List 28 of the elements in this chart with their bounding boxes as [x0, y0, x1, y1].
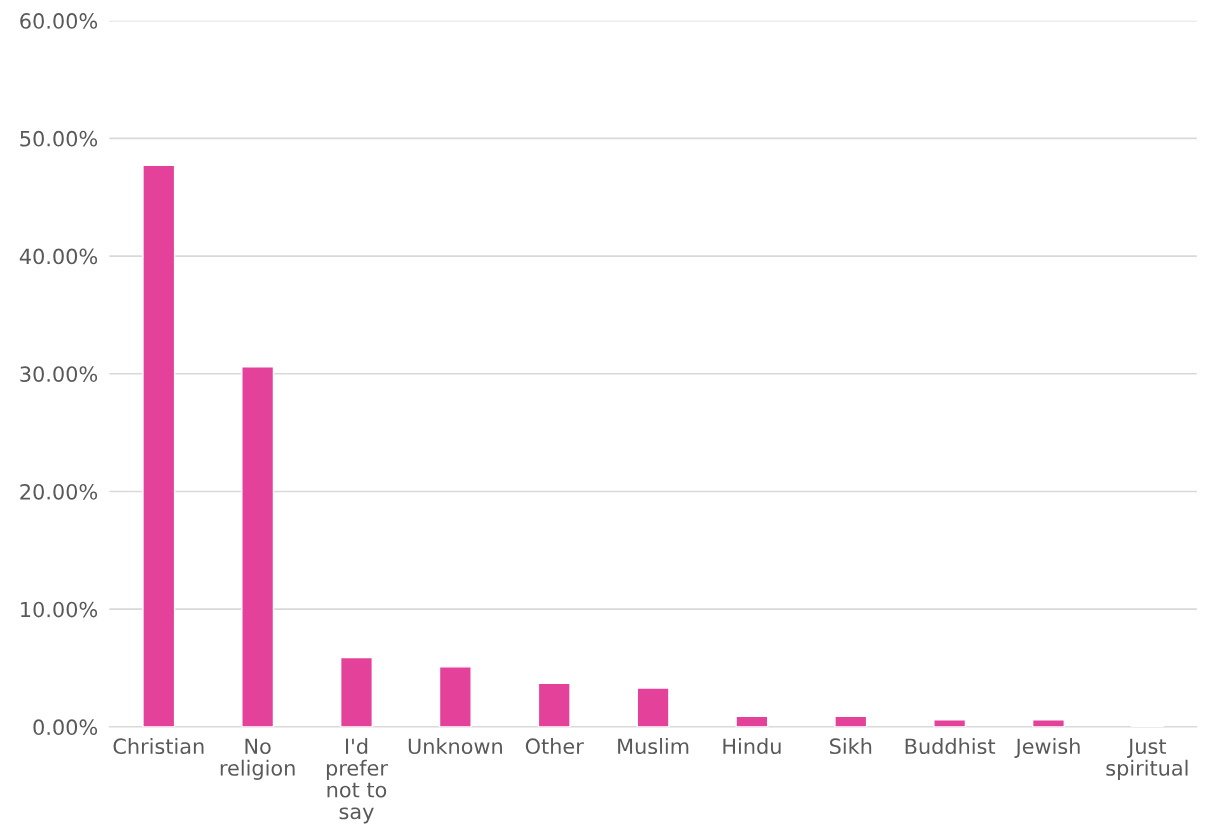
x-tick-label: Unknown [408, 737, 502, 755]
x-tick-label: Muslim [618, 737, 689, 755]
bar [1031, 719, 1066, 727]
y-tick-label: 20.00% [20, 483, 98, 500]
x-tick-label: Just spiritual [1106, 738, 1188, 780]
y-tick-label: 60.00% [20, 13, 98, 29]
bar [537, 682, 571, 727]
bar [339, 656, 374, 727]
x-tick-label: Christian [113, 737, 204, 755]
x-tick-label: Hindu [723, 737, 781, 755]
bar [142, 164, 176, 727]
y-tick-label: 40.00% [19, 248, 98, 265]
bar [241, 366, 275, 727]
x-tick-label: Sikh [830, 737, 872, 755]
y-tick-label: 30.00% [20, 366, 98, 382]
x-tick-label: I'd prefer not to say [326, 737, 388, 824]
bar [834, 715, 868, 727]
x-tick-label: No religion [220, 738, 295, 780]
bar [735, 715, 769, 727]
bar [636, 687, 670, 727]
y-tick-label: 50.00% [20, 130, 98, 147]
bar [438, 666, 472, 727]
y-tick-label: 0.00% [33, 719, 98, 736]
x-tick-label: Other [525, 737, 584, 755]
x-tick-label: Jewish [1014, 737, 1080, 758]
y-tick-label: 10.00% [21, 601, 98, 618]
x-tick-label: Buddhist [905, 737, 996, 755]
bar [933, 719, 967, 727]
